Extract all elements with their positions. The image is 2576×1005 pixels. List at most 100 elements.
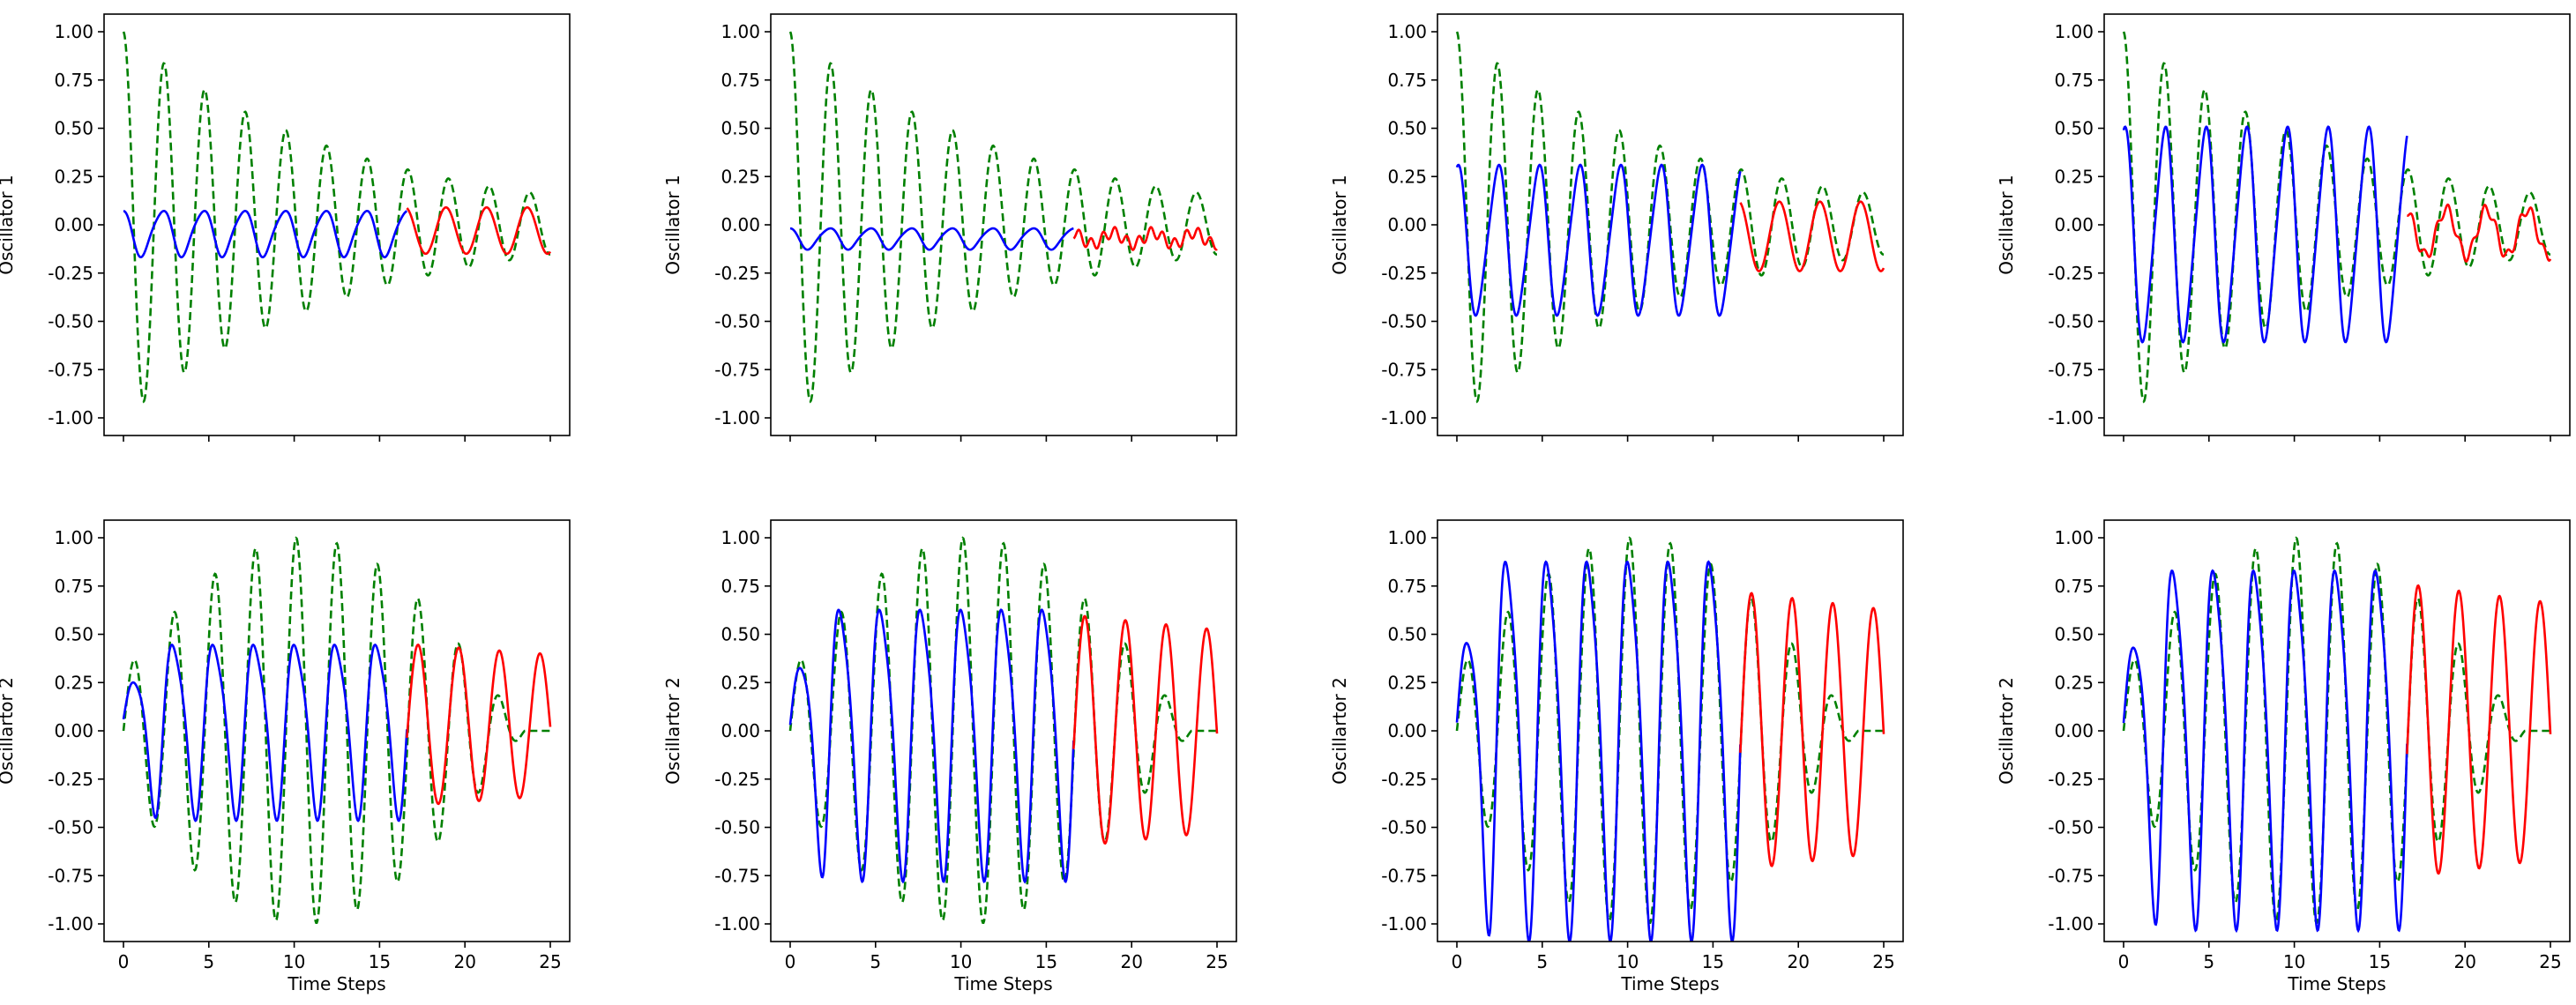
y-tick-label: -0.75 — [2048, 359, 2094, 380]
y-tick-label: 0.50 — [1387, 118, 1427, 139]
y-tick-label: -0.25 — [1381, 263, 1427, 284]
x-tick-label: 15 — [369, 951, 391, 972]
y-tick-label: -0.50 — [48, 311, 93, 332]
x-tick-label: 20 — [2453, 951, 2475, 972]
y-tick-label: -0.50 — [714, 311, 760, 332]
y-tick-label: 0.00 — [721, 720, 760, 741]
y-tick-label: 0.75 — [1387, 576, 1427, 597]
y-tick-label: -1.00 — [1381, 913, 1427, 934]
y-tick-label: 0.00 — [54, 720, 93, 741]
y-tick-label: 0.50 — [54, 624, 93, 645]
subplot-r1c4: -1.00 -0.75 -0.50 -0.25 0.00 0.25 0.50 0.75 1.00… — [1996, 13, 2571, 442]
subplot-r1c2: -1.00 -0.75 -0.50 -0.25 0.00 0.25 0.50 0.75 1.00… — [662, 13, 1237, 442]
y-tick-label: 0.00 — [1387, 720, 1427, 741]
y-tick-label: 1.00 — [2054, 527, 2094, 548]
y-tick-label: -1.00 — [48, 407, 93, 428]
y-tick-label: 0.75 — [1387, 70, 1427, 91]
x-tick-label: 10 — [950, 951, 972, 972]
x-tick-label: 10 — [1617, 951, 1639, 972]
y-tick-label: 0.50 — [2054, 118, 2094, 139]
forecast-line — [406, 644, 552, 806]
y-tick-label: -0.50 — [1381, 817, 1427, 838]
x-axis-title: Time Steps — [953, 973, 1052, 994]
y-axis-title: Oscillator 1 — [1329, 175, 1350, 274]
y-tick-label: 1.00 — [2054, 21, 2094, 42]
axes-frame — [103, 519, 571, 942]
y-axis-title: Oscillator 1 — [662, 175, 683, 274]
y-tick-label: 0.50 — [721, 118, 760, 139]
y-tick-label: 0.00 — [1387, 214, 1427, 235]
y-tick-label: 0.75 — [2054, 576, 2094, 597]
y-axis-title: Oscillartor 2 — [1996, 677, 2017, 785]
y-tick-label: -0.75 — [714, 359, 760, 380]
fit-line — [123, 209, 407, 259]
y-tick-label: -0.75 — [48, 359, 93, 380]
x-tick-label: 10 — [2283, 951, 2305, 972]
subplot-r1c1: -1.00 -0.75 -0.50 -0.25 0.00 0.25 0.50 0.75 1.00… — [0, 13, 571, 442]
fit-line — [122, 643, 408, 823]
axes-frame — [770, 519, 1237, 942]
y-axis-title: Oscillator 1 — [0, 175, 17, 274]
series-group — [1455, 536, 1885, 942]
series-group — [788, 536, 1219, 925]
subplot-r2c1: -1.00 -0.75 -0.50 -0.25 0.00 0.25 0.50 0.75 1.00… — [0, 519, 571, 994]
forecast-line — [1072, 226, 1218, 251]
series-group — [122, 536, 552, 925]
y-tick-label: -0.75 — [714, 865, 760, 886]
y-tick-label: -0.25 — [714, 263, 760, 284]
y-tick-label: 0.25 — [2054, 166, 2094, 187]
x-tick-label: 25 — [1872, 951, 1894, 972]
y-tick-label: -0.75 — [48, 865, 93, 886]
x-tick-label: 10 — [283, 951, 305, 972]
series-group — [2122, 536, 2552, 934]
fit-line — [788, 608, 1075, 884]
y-tick-label: 0.50 — [2054, 624, 2094, 645]
y-tick-label: 0.50 — [721, 624, 760, 645]
y-tick-label: -0.75 — [1381, 865, 1427, 886]
y-tick-label: -0.25 — [48, 263, 93, 284]
y-tick-label: 0.50 — [54, 118, 93, 139]
ground-truth-line — [788, 31, 1218, 404]
forecast-line — [2407, 203, 2552, 264]
y-tick-label: 0.75 — [721, 576, 760, 597]
y-tick-label: -0.25 — [1381, 769, 1427, 790]
x-tick-label: 15 — [1702, 951, 1724, 972]
y-tick-label: -0.25 — [48, 769, 93, 790]
y-axis-title: Oscillator 1 — [1996, 175, 2017, 274]
series-group — [788, 31, 1218, 404]
axes-frame — [1437, 519, 1904, 942]
fit-line — [2122, 569, 2408, 934]
fit-line — [1455, 163, 1742, 317]
y-tick-label: -0.25 — [2048, 769, 2094, 790]
x-tick-label: 25 — [1206, 951, 1228, 972]
fit-line — [789, 227, 1074, 251]
y-tick-label: 0.00 — [2054, 720, 2094, 741]
ground-truth-line — [788, 536, 1217, 925]
y-tick-label: -0.75 — [1381, 359, 1427, 380]
ground-truth-line — [1455, 536, 1884, 925]
forecast-line — [406, 206, 552, 256]
y-tick-label: 0.00 — [721, 214, 760, 235]
y-tick-label: 1.00 — [721, 21, 760, 42]
series-group — [122, 31, 552, 404]
fit-line — [2122, 125, 2408, 344]
y-tick-label: 0.75 — [54, 576, 93, 597]
x-tick-label: 5 — [2203, 951, 2214, 972]
y-tick-label: -0.50 — [48, 817, 93, 838]
x-tick-label: 25 — [2539, 951, 2561, 972]
y-tick-label: -0.75 — [2048, 865, 2094, 886]
x-tick-label: 15 — [2369, 951, 2391, 972]
series-group — [1455, 31, 1885, 404]
x-axis-title: Time Steps — [287, 973, 385, 994]
x-tick-label: 15 — [1035, 951, 1057, 972]
y-tick-label: 1.00 — [721, 527, 760, 548]
y-tick-label: 1.00 — [1387, 21, 1427, 42]
forecast-line — [2406, 584, 2552, 875]
y-axis-title: Oscillartor 2 — [0, 677, 17, 785]
subplot-r2c3: -1.00 -0.75 -0.50 -0.25 0.00 0.25 0.50 0.75 1.00… — [1329, 519, 1904, 994]
y-tick-label: -1.00 — [1381, 407, 1427, 428]
x-tick-label: 0 — [785, 951, 796, 972]
x-tick-label: 0 — [1452, 951, 1463, 972]
y-axis-title: Oscillartor 2 — [1329, 677, 1350, 785]
y-tick-label: 0.75 — [721, 70, 760, 91]
